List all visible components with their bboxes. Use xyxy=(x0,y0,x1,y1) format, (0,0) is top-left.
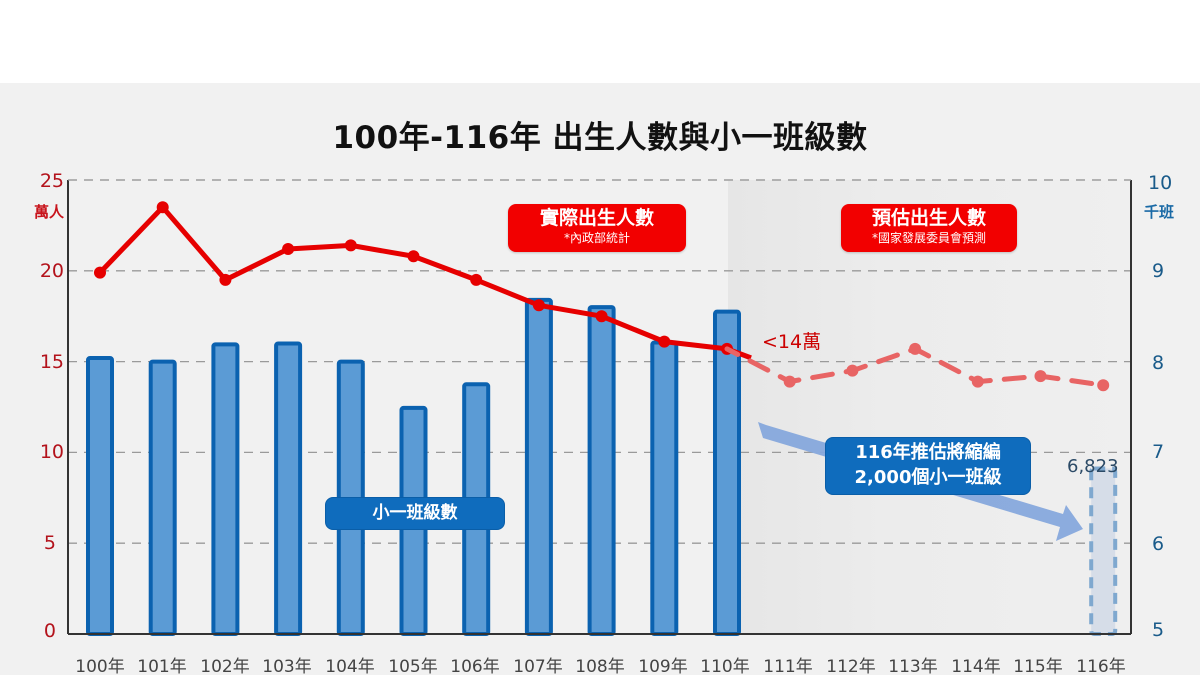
forecast-births-point xyxy=(1034,370,1047,383)
forecast-births-point xyxy=(846,364,859,377)
left-axis-tick: 15 xyxy=(39,351,64,373)
x-tick: 100年 xyxy=(75,657,125,677)
x-tick: 112年 xyxy=(826,657,876,677)
left-axis-tick: 10 xyxy=(39,441,64,463)
class-bar xyxy=(713,309,741,636)
actual-births-point xyxy=(595,310,608,323)
chart-title: 100年-116年 出生人數與小一班級數 xyxy=(332,120,868,156)
class-bar xyxy=(587,305,616,636)
class-bar xyxy=(650,340,679,636)
forecast-births-title: 預估出生人數 xyxy=(871,207,986,229)
class-bar xyxy=(148,359,177,636)
actual-births-point xyxy=(407,250,420,263)
left-axis-tick: 0 xyxy=(43,620,56,642)
births-110-annotation: <14萬 xyxy=(762,331,822,353)
x-tick: 104年 xyxy=(325,657,375,677)
axes-lines xyxy=(67,179,1132,635)
actual-births-point xyxy=(282,243,295,256)
reduction-badge: 116年推估將縮編 2,000個小一班級 xyxy=(825,437,1031,495)
x-tick: 107年 xyxy=(513,657,563,677)
class-count-badge: 小一班級數 xyxy=(325,497,505,530)
actual-births-point xyxy=(658,335,671,348)
actual-births-title: 實際出生人數 xyxy=(539,207,654,229)
right-axis-tick: 5 xyxy=(1152,619,1165,641)
x-tick: 111年 xyxy=(763,657,813,677)
x-tick: 113年 xyxy=(888,657,938,677)
class-bar xyxy=(274,341,303,636)
right-axis-tick: 9 xyxy=(1152,260,1165,282)
x-tick: 108年 xyxy=(575,657,625,677)
actual-births-point xyxy=(344,239,357,252)
right-axis-tick: 6 xyxy=(1152,533,1165,555)
forecast-births-point xyxy=(783,375,796,388)
classes-116-value: 6,823 xyxy=(1067,456,1119,477)
reduction-line-2: 2,000個小一班級 xyxy=(854,467,1002,488)
projected-class-bar xyxy=(1089,466,1118,636)
x-tick: 103年 xyxy=(262,657,312,677)
x-tick: 106年 xyxy=(450,657,500,677)
left-axis-unit: 萬人 xyxy=(33,203,64,221)
right-axis-tick: 7 xyxy=(1152,441,1165,463)
forecast-births-source: *國家發展委員會預測 xyxy=(871,231,986,245)
actual-births-point xyxy=(156,201,169,214)
class-bar xyxy=(86,355,114,636)
forecast-births-point xyxy=(909,342,922,355)
births-line xyxy=(94,201,1110,392)
left-axis-tick: 20 xyxy=(39,260,64,282)
forecast-region-shade xyxy=(728,180,1131,634)
right-axis-tick: 8 xyxy=(1152,352,1165,374)
forecast-births-point xyxy=(971,375,984,388)
x-tick: 115年 xyxy=(1013,657,1063,677)
x-tick: 114年 xyxy=(951,657,1001,677)
x-tick: 102年 xyxy=(200,657,250,677)
actual-births-source: *內政部統計 xyxy=(563,231,630,245)
actual-births-line xyxy=(98,204,752,361)
right-axis-tick: 10 xyxy=(1148,172,1173,194)
x-tick: 116年 xyxy=(1076,657,1126,677)
x-tick: 105年 xyxy=(388,657,438,677)
right-axis-unit: 千班 xyxy=(1144,203,1175,221)
actual-births-point xyxy=(532,299,545,312)
x-tick: 101年 xyxy=(137,657,187,677)
class-bar xyxy=(211,342,240,636)
actual-births-point xyxy=(219,273,232,286)
forecast-births-badge: 預估出生人數 *國家發展委員會預測 xyxy=(841,204,1017,252)
x-tick: 109年 xyxy=(638,657,688,677)
class-bar xyxy=(524,297,553,636)
left-axis-tick: 5 xyxy=(43,532,56,554)
left-axis-tick: 25 xyxy=(39,170,64,192)
x-tick: 110年 xyxy=(700,657,750,677)
actual-births-point xyxy=(470,273,483,286)
actual-births-point xyxy=(94,266,106,279)
actual-births-badge: 實際出生人數 *內政部統計 xyxy=(508,204,686,252)
forecast-births-point xyxy=(1097,379,1110,392)
reduction-line-1: 116年推估將縮編 xyxy=(855,442,1001,463)
